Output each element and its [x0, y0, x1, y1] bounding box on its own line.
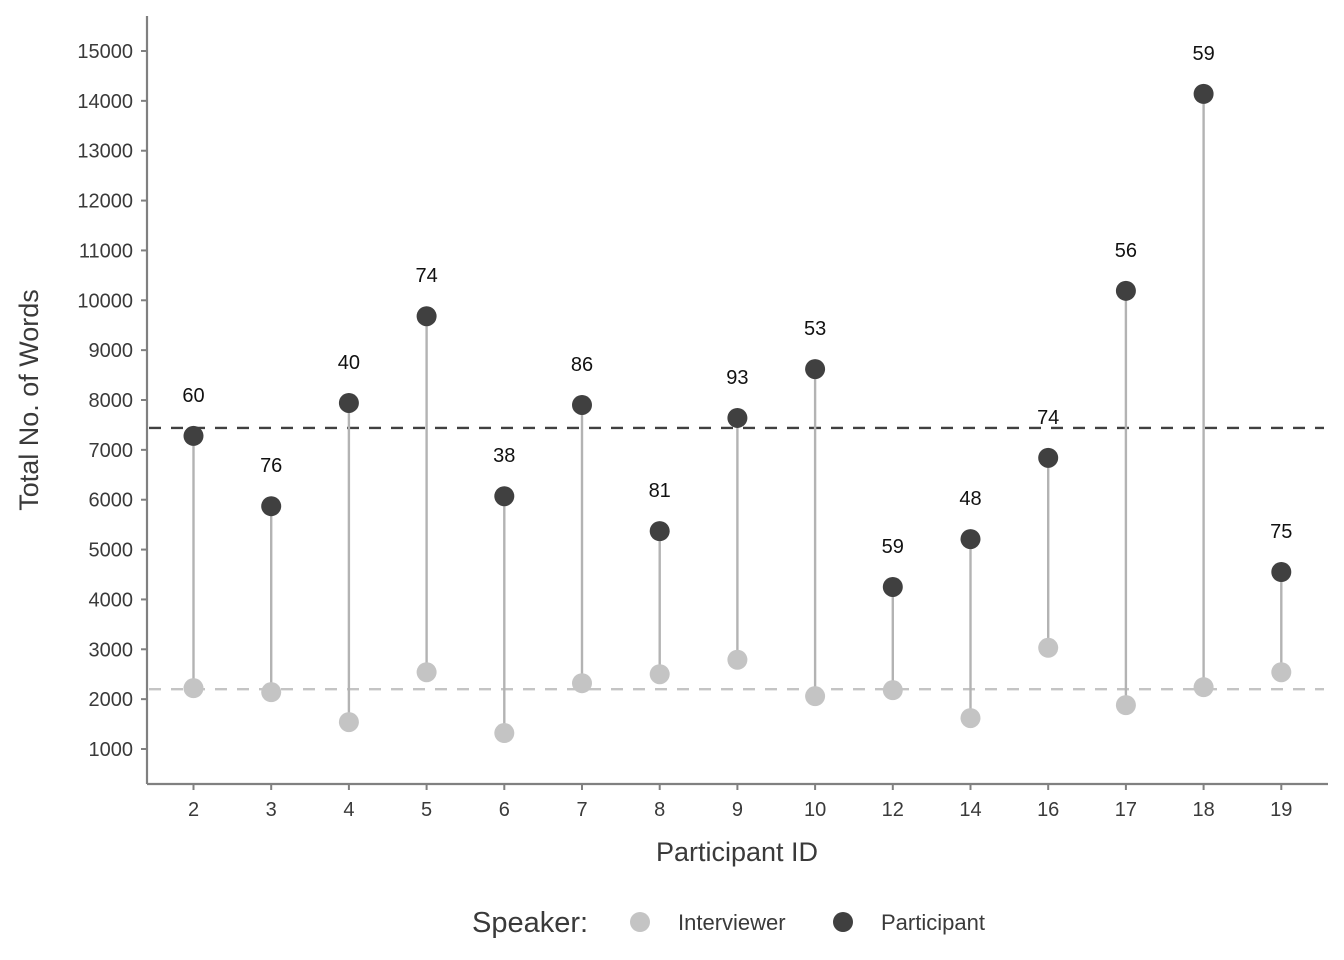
x-tick-label: 12 — [882, 799, 904, 821]
point-label: 56 — [1115, 240, 1137, 262]
point-labels: 60 76 40 74 38 86 81 93 53 59 48 74 56 59 75 — [182, 43, 1292, 558]
y-axis: 1000 2000 3000 4000 5000 6000 7000 8000 9000 1000… — [77, 16, 149, 784]
legend-participant-marker-icon — [833, 912, 853, 932]
legend-label-interviewer: Interviewer — [678, 910, 786, 935]
connector-segments — [192, 93, 1283, 734]
point-label: 74 — [1037, 407, 1059, 429]
legend-label-participant: Participant — [881, 910, 985, 935]
legend-interviewer-marker-icon — [630, 912, 650, 932]
x-tick-label: 14 — [959, 799, 981, 821]
interviewer-point — [1115, 695, 1136, 716]
y-tick-label: 5000 — [89, 540, 134, 562]
mean-reference-lines — [149, 426, 1324, 691]
y-tick-label: 10000 — [77, 290, 133, 312]
interviewer-point — [183, 678, 204, 699]
x-tick-label: 9 — [732, 799, 743, 821]
point-label: 75 — [1270, 521, 1292, 543]
interviewer-point — [416, 662, 437, 683]
y-tick-label: 1000 — [89, 739, 134, 761]
point-label: 53 — [804, 318, 826, 340]
point-label: 59 — [1192, 43, 1214, 65]
participant-point — [338, 392, 359, 413]
participant-point — [1271, 562, 1292, 583]
point-label: 74 — [415, 265, 437, 287]
y-tick-label: 4000 — [89, 589, 134, 611]
x-tick-label: 4 — [343, 799, 354, 821]
x-tick-label: 7 — [576, 799, 587, 821]
interviewer-point — [572, 673, 592, 694]
y-tick-label: 7000 — [89, 440, 134, 462]
y-tick-label: 11000 — [79, 240, 133, 262]
point-label: 60 — [182, 385, 204, 407]
interviewer-point — [1038, 637, 1059, 658]
y-tick-label: 9000 — [89, 340, 134, 362]
interviewer-point — [727, 649, 748, 670]
participant-point — [1193, 83, 1214, 104]
interviewer-point — [261, 682, 282, 703]
point-label: 59 — [882, 536, 904, 558]
point-label: 48 — [959, 488, 981, 510]
y-tick-label: 6000 — [89, 490, 134, 512]
x-tick-label: 18 — [1192, 799, 1214, 821]
x-tick-label: 10 — [804, 799, 826, 821]
x-tick-label: 8 — [654, 799, 665, 821]
y-axis-title: Total No. of Words — [14, 289, 44, 511]
legend: Speaker: Interviewer Participant — [472, 907, 985, 939]
interviewer-point — [649, 664, 670, 685]
interviewer-point — [338, 712, 359, 733]
point-label: 86 — [571, 354, 593, 376]
participant-point — [960, 529, 981, 550]
participant-point — [261, 496, 282, 517]
y-tick-label: 12000 — [77, 191, 133, 213]
interviewer-point — [494, 723, 515, 744]
point-label: 81 — [649, 480, 671, 502]
y-tick-label: 2000 — [89, 689, 134, 711]
interviewer-point — [1271, 662, 1292, 683]
y-tick-label: 14000 — [77, 91, 133, 113]
x-axis-title: Participant ID — [656, 837, 818, 867]
y-tick-label: 3000 — [89, 639, 134, 661]
participant-point — [572, 394, 592, 415]
x-tick-label: 16 — [1037, 799, 1059, 821]
y-tick-label: 8000 — [89, 390, 134, 412]
participant-point — [416, 306, 437, 327]
interviewer-point — [882, 680, 903, 701]
participant-point — [649, 521, 670, 542]
x-tick-label: 19 — [1270, 799, 1292, 821]
point-label: 76 — [260, 455, 282, 477]
participant-point — [183, 425, 204, 446]
interviewer-point — [960, 708, 981, 729]
x-axis: 2 3 4 5 6 7 8 9 10 12 14 16 17 18 19 — [147, 782, 1328, 821]
interviewer-point — [1193, 677, 1214, 698]
point-label: 93 — [726, 367, 748, 389]
x-tick-label: 6 — [499, 799, 510, 821]
interviewer-point — [805, 686, 826, 707]
point-label: 38 — [493, 445, 515, 467]
y-tick-label: 15000 — [77, 41, 133, 63]
participant-point — [1038, 447, 1059, 468]
participant-point — [805, 359, 826, 380]
x-tick-label: 3 — [266, 799, 277, 821]
participant-point — [727, 407, 748, 428]
x-tick-label: 2 — [188, 799, 199, 821]
y-tick-label: 13000 — [77, 141, 133, 163]
participant-point — [882, 576, 903, 597]
participant-point — [1115, 280, 1136, 301]
point-label: 40 — [338, 352, 360, 374]
x-tick-label: 5 — [421, 799, 432, 821]
legend-title: Speaker: — [472, 907, 588, 939]
participant-point — [494, 486, 515, 507]
x-tick-label: 17 — [1115, 799, 1137, 821]
data-points — [183, 83, 1292, 744]
